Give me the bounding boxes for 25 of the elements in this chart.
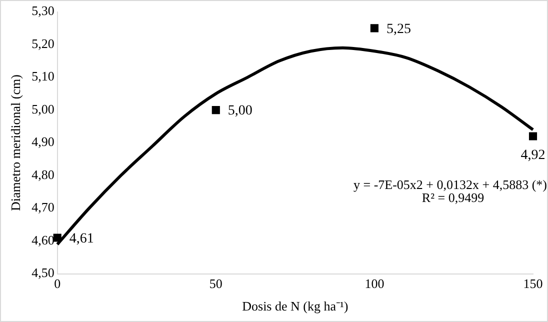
point (370, 24, 378, 32)
x-tick-label: 100 (364, 276, 384, 292)
y-tick-label: 5,30 (32, 3, 54, 18)
y-tick-label: 4,70 (32, 200, 54, 215)
y-tick-label: 5,00 (32, 101, 54, 116)
y-axis-title: Diametro meridional (cm) (8, 74, 24, 212)
y-tick-label: 4,90 (32, 134, 54, 150)
point (212, 106, 220, 114)
annotation: y = -7E-05x2 + 0,0132x + 4,5883 (*) (353, 177, 547, 192)
data-label: 5,25 (386, 22, 411, 37)
data-label: 4,61 (69, 231, 94, 246)
x-tick-label: 0 (54, 276, 61, 292)
annotation: R² = 0,9499 (422, 190, 484, 206)
data-label: 5,00 (228, 104, 252, 119)
y-tick-label: 5,20 (32, 36, 54, 51)
x-tick-label: 50 (209, 276, 222, 292)
data-label: 4,92 (520, 148, 546, 163)
x-tick-label: 150 (523, 276, 543, 292)
point (53, 234, 62, 242)
y-tick-label: 4,50 (32, 265, 54, 280)
y-tick-label: 4,60 (32, 232, 54, 248)
x-axis-title: Dosis de N (kg ha⁻¹) (242, 298, 348, 314)
y-tick-label: 4,80 (32, 166, 54, 182)
point (528, 132, 538, 140)
y-tick-label: 5,10 (32, 68, 54, 84)
